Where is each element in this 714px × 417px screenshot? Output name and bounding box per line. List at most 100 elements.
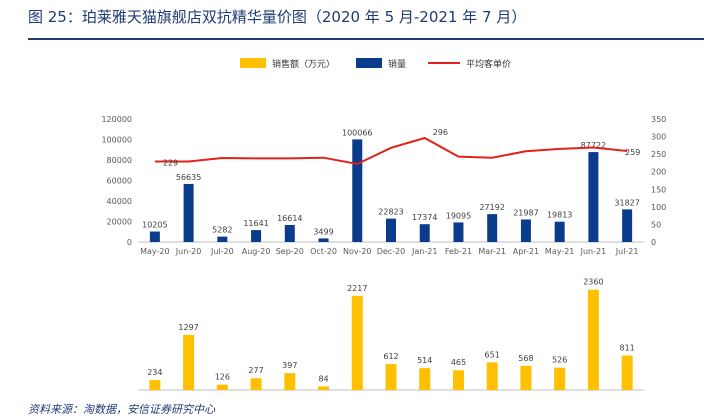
left-tick-label: 40000	[107, 197, 132, 206]
sales-amount-bar	[554, 367, 566, 390]
volume-data-label: 56635	[176, 173, 201, 182]
chart: 销售额（万元） 销量 平均客单价 0 20000 40000 60000 80000 1000…	[101, 58, 666, 391]
sales-amount-bar	[149, 380, 161, 390]
x-tick-label: Sep-20	[276, 247, 304, 256]
volume-data-label: 19813	[547, 211, 572, 220]
sales-amount-data-label: 526	[552, 356, 567, 365]
volume-data-label: 16614	[277, 214, 302, 223]
volume-data-label: 100066	[342, 128, 373, 137]
volume-bar	[453, 222, 464, 242]
x-tick-label: Jul-20	[210, 247, 234, 256]
sales-amount-bar	[621, 355, 633, 390]
x-tick-label: Aug-20	[242, 247, 271, 256]
figure-title: 图 25：珀莱雅天猫旗舰店双抗精华量价图（2020 年 5 月-2021 年 7…	[28, 8, 527, 26]
volume-bar	[520, 219, 531, 242]
sales-amount-chart: 234 1297 126 277 397 84 2217 612 514 465 651 568 526…	[138, 278, 644, 391]
volume-data-label: 27192	[479, 203, 504, 212]
sales-amount-data-label: 811	[619, 344, 634, 353]
sales-amount-bar	[216, 384, 228, 390]
volume-data-label: 3499	[313, 227, 333, 236]
sales-amount-data-label: 568	[518, 354, 533, 363]
volume-data-label: 11641	[243, 219, 268, 228]
sales-amount-data-label: 612	[383, 352, 398, 361]
x-tick-label: Dec-20	[377, 247, 406, 256]
sales-amount-data-label: 1297	[178, 323, 198, 332]
volume-bar	[149, 231, 160, 242]
x-tick-label: May-21	[545, 247, 574, 256]
sales-amount-data-label: 465	[451, 358, 466, 367]
avg-price-line	[154, 136, 628, 166]
sales-amount-bar	[385, 363, 397, 390]
sales-amount-data-label: 2360	[583, 278, 603, 287]
volume-bar	[284, 224, 295, 242]
sales-amount-bar	[419, 368, 431, 390]
volume-data-label: 31827	[614, 198, 639, 207]
sales-amount-data-label: 277	[248, 366, 263, 375]
legend-label-avg-price: 平均客单价	[466, 58, 511, 70]
x-tick-label: May-20	[140, 247, 169, 256]
left-tick-label: 0	[127, 238, 132, 247]
volume-data-label: 17374	[412, 213, 437, 222]
legend-swatch-sales-amount	[240, 58, 266, 68]
volume-bar	[588, 152, 599, 242]
sales-amount-bar	[351, 295, 363, 390]
x-tick-label: Feb-21	[445, 247, 472, 256]
volume-bar	[386, 218, 396, 242]
right-tick-label: 250	[651, 150, 666, 159]
volume-data-label: 19095	[446, 211, 471, 220]
right-tick-label: 200	[651, 168, 666, 177]
volume-bar	[487, 214, 498, 242]
volume-bar	[419, 224, 430, 242]
sales-amount-bar	[520, 365, 532, 390]
avg-price-data-label: 296	[433, 128, 448, 137]
volume-bar	[622, 209, 633, 242]
volume-bar	[251, 230, 262, 242]
x-tick-label: Mar-21	[478, 247, 506, 256]
volume-data-label: 22823	[378, 208, 403, 217]
volume-bar	[352, 139, 363, 242]
right-tick-label: 300	[651, 133, 666, 142]
x-tick-label: Jun-21	[580, 247, 607, 256]
left-tick-label: 100000	[101, 136, 132, 145]
avg-price-data-label: 229	[163, 159, 178, 168]
volume-data-label: 5282	[212, 226, 232, 235]
sales-amount-data-label: 126	[215, 373, 230, 382]
left-tick-label: 60000	[107, 177, 132, 186]
volume-bar	[183, 183, 194, 242]
legend-label-sales-amount: 销售额（万元）	[272, 58, 335, 70]
sales-amount-bar	[183, 334, 195, 390]
sales-amount-data-label: 514	[417, 356, 432, 365]
volume-bar	[318, 238, 329, 242]
right-tick-label: 150	[651, 185, 666, 194]
volume-bar	[554, 221, 565, 242]
x-tick-label: Apr-21	[513, 247, 539, 256]
x-tick-label: Nov-20	[343, 247, 371, 256]
x-tick-label: Jun-20	[175, 247, 202, 256]
sales-amount-bar	[318, 386, 330, 390]
sales-amount-data-label: 234	[147, 368, 162, 377]
sales-amount-data-label: 397	[282, 361, 297, 370]
sales-amount-bar	[250, 378, 262, 390]
left-tick-label: 120000	[101, 115, 132, 124]
sales-amount-data-label: 2217	[347, 284, 367, 293]
sales-amount-bar	[486, 362, 498, 390]
left-tick-label: 20000	[107, 218, 132, 227]
avg-price-data-label: 259	[625, 148, 640, 157]
volume-price-chart: 0 20000 40000 60000 80000 100000 120000 0 50 100 1…	[101, 115, 666, 256]
x-tick-label: Jul-21	[615, 247, 639, 256]
right-tick-label: 100	[651, 203, 666, 212]
sales-amount-data-label: 651	[485, 350, 500, 359]
sales-amount-bar	[587, 289, 599, 390]
legend-swatch-sales-volume	[356, 58, 382, 68]
right-tick-label: 350	[651, 115, 666, 124]
x-tick-label: Oct-20	[310, 247, 337, 256]
x-tick-label: Jan-21	[411, 247, 437, 256]
legend: 销售额（万元） 销量 平均客单价	[240, 58, 511, 70]
sales-amount-data-label: 84	[318, 374, 328, 383]
volume-data-label: 87722	[581, 141, 606, 150]
volume-data-label: 10205	[142, 221, 167, 230]
title-rule	[28, 38, 704, 40]
left-tick-label: 80000	[107, 156, 132, 165]
sales-amount-bar	[452, 370, 464, 390]
source-note: 资料来源：淘数据，安信证券研究中心	[28, 403, 215, 416]
